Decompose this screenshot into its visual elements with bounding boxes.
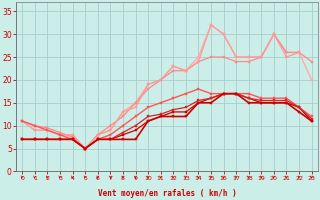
X-axis label: Vent moyen/en rafales ( km/h ): Vent moyen/en rafales ( km/h ) [98, 189, 236, 198]
